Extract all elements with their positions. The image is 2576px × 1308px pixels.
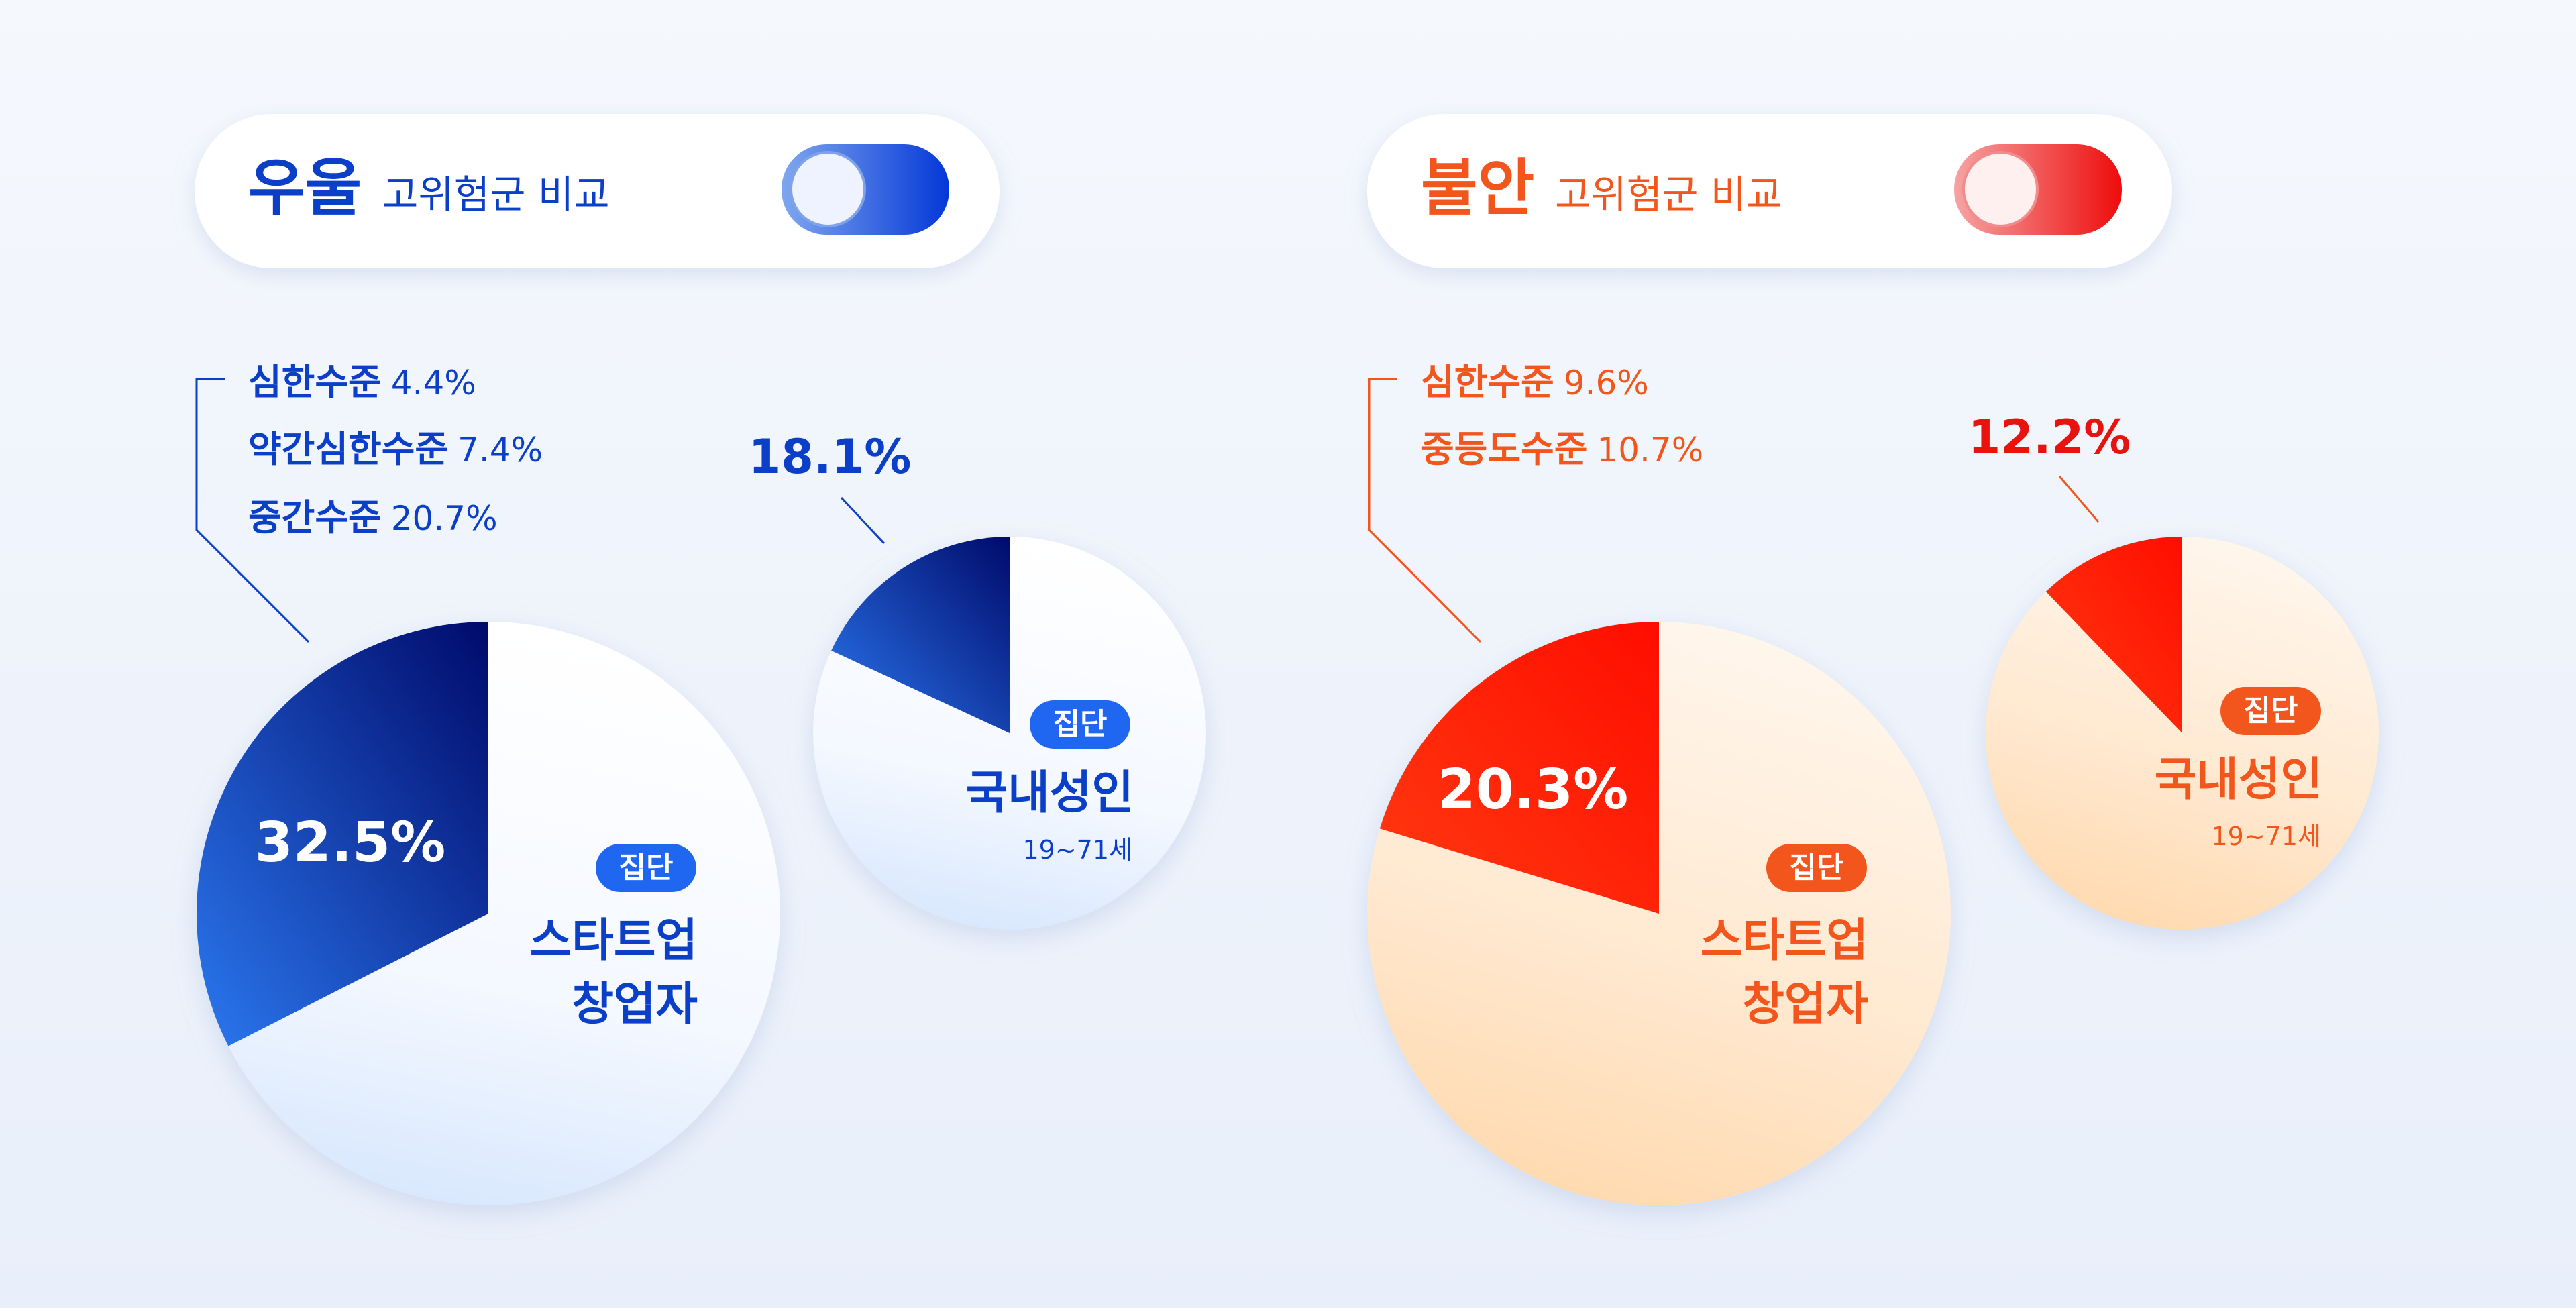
- svg-text:집단: 집단: [2244, 694, 2298, 728]
- anxiety-adult-group: 국내성인: [2155, 753, 2322, 806]
- anxiety-startup-percent-label: 20.3%: [1438, 758, 1628, 822]
- depression-startup-group-line2: 창업자: [572, 978, 698, 1031]
- depression-title: 우울: [248, 152, 362, 224]
- depression-startup-breakdown: 심한수준 4.4% 약간심한수준 7.4% 중간수준 20.7%: [195, 361, 543, 643]
- depression-startup-percent-label: 32.5%: [255, 811, 445, 875]
- anxiety-toggle-card: 불안 고위험군 비교: [1367, 114, 2172, 268]
- anxiety-adult-age: 19~71세: [2211, 822, 2321, 851]
- depression-subtitle: 고위험군 비교: [382, 172, 610, 217]
- toggle-on-icon[interactable]: [782, 144, 949, 235]
- depression-startup-group-line1: 스타트업: [530, 914, 698, 967]
- depression-adult-badge: 집단: [1030, 700, 1130, 749]
- depression-startup-pie: 32.5% 집단 스타트업 창업자: [196, 621, 780, 1205]
- anxiety-title: 불안: [1421, 152, 1534, 224]
- anxiety-startup-pie: 20.3% 집단 스타트업 창업자: [1367, 622, 1951, 1205]
- anxiety-breakdown-leader-line: [1368, 378, 1482, 643]
- depression-breakdown-item: 심한수준 4.4%: [248, 361, 476, 403]
- svg-text:집단: 집단: [1053, 707, 1108, 741]
- depression-startup-badge: 집단: [596, 844, 696, 892]
- anxiety-startup-group-line2: 창업자: [1742, 978, 1868, 1031]
- depression-adult-leader-line: [840, 496, 885, 545]
- anxiety-adult-badge: 집단: [2220, 687, 2321, 735]
- depression-startup-pie-slice: [196, 621, 488, 1046]
- anxiety-adult-leader-line: [2058, 476, 2100, 523]
- anxiety-startup-pie-slice: [1379, 622, 1659, 914]
- depression-adult-group: 국내성인: [966, 767, 1134, 820]
- svg-text:집단: 집단: [1790, 851, 1844, 885]
- anxiety-adult-pie-slice: [2045, 537, 2182, 733]
- depression-adult-pie-slice: [831, 537, 1010, 733]
- anxiety-breakdown-item: 심한수준 9.6%: [1421, 361, 1649, 403]
- anxiety-subtitle: 고위험군 비교: [1555, 172, 1782, 217]
- svg-text:집단: 집단: [619, 851, 674, 885]
- anxiety-startup-group-line1: 스타트업: [1701, 914, 1868, 967]
- depression-breakdown-item: 약간심한수준 7.4%: [248, 428, 543, 470]
- anxiety-breakdown-item: 중등도수준 10.7%: [1421, 428, 1703, 470]
- depression-toggle-card: 우울 고위험군 비교: [195, 114, 1000, 268]
- anxiety-adult-pie: 12.2% 집단 국내성인 19~71세: [1968, 410, 2379, 930]
- depression-adult-pie: 18.1% 집단 국내성인 19~71세: [749, 429, 1206, 930]
- anxiety-adult-percent-label: 12.2%: [1968, 410, 2131, 465]
- depression-adult-age: 19~71세: [1022, 835, 1132, 865]
- depression-adult-percent-label: 18.1%: [749, 429, 912, 484]
- depression-breakdown-leader-line: [195, 378, 310, 643]
- anxiety-startup-badge: 집단: [1766, 844, 1867, 892]
- toggle-on-icon[interactable]: [1954, 144, 2122, 235]
- depression-breakdown-item: 중간수준 20.7%: [248, 496, 498, 539]
- anxiety-startup-breakdown: 심한수준 9.6% 중등도수준 10.7%: [1368, 361, 1703, 643]
